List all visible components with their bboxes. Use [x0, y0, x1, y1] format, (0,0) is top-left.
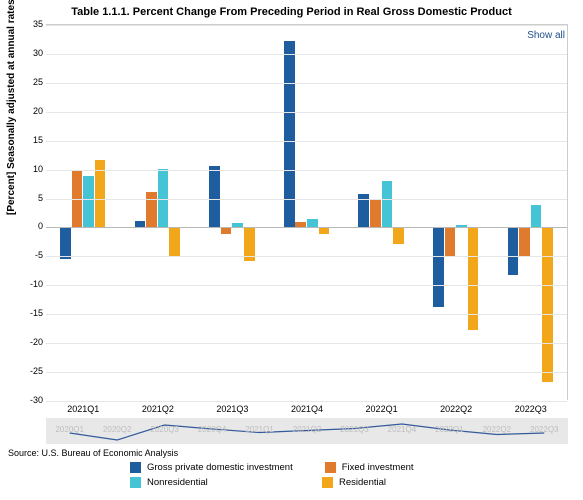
- navigator-label: 2021Q2: [293, 425, 321, 434]
- range-navigator[interactable]: 2020Q1 2020Q2 2020Q3 2020Q4 2021Q1 2021Q2 2021…: [46, 418, 568, 444]
- legend-label: Residential: [339, 477, 386, 488]
- grid-line: [46, 285, 567, 286]
- zero-line: [46, 227, 567, 228]
- bar[interactable]: [382, 181, 393, 228]
- bar[interactable]: [445, 227, 456, 257]
- grid-line: [46, 170, 567, 171]
- navigator-label: 2020Q4: [198, 425, 226, 434]
- legend-label: Fixed investment: [342, 462, 414, 473]
- legend: Gross private domestic investment Fixed i…: [130, 462, 570, 488]
- legend-item[interactable]: Nonresidential: [130, 477, 290, 488]
- y-tick-label: 20: [23, 106, 43, 116]
- grid-line: [46, 141, 567, 142]
- x-tick-label: 2021Q2: [142, 404, 174, 414]
- x-tick-label: 2021Q4: [291, 404, 323, 414]
- y-tick-label: 10: [23, 164, 43, 174]
- grid-line: [46, 372, 567, 373]
- navigator-label: 2021Q3: [340, 425, 368, 434]
- legend-swatch: [325, 462, 336, 473]
- bar[interactable]: [531, 205, 542, 228]
- y-tick-label: 0: [23, 221, 43, 231]
- grid-line: [46, 256, 567, 257]
- y-tick-label: -15: [23, 308, 43, 318]
- grid-line: [46, 343, 567, 344]
- legend-swatch: [322, 477, 333, 488]
- bar[interactable]: [542, 227, 553, 382]
- navigator-label: 2020Q2: [103, 425, 131, 434]
- grid-line: [46, 199, 567, 200]
- legend-swatch: [130, 477, 141, 488]
- legend-item[interactable]: Residential: [322, 477, 482, 488]
- gdp-chart-container: Table 1.1.1. Percent Change From Precedi…: [0, 0, 583, 500]
- y-tick-label: -5: [23, 250, 43, 260]
- grid-line: [46, 401, 567, 402]
- chart-title: Table 1.1.1. Percent Change From Precedi…: [0, 6, 583, 18]
- x-tick-label: 2021Q1: [67, 404, 99, 414]
- grid-line: [46, 112, 567, 113]
- bar[interactable]: [146, 192, 157, 228]
- bar[interactable]: [508, 227, 519, 275]
- y-tick-label: 30: [23, 48, 43, 58]
- navigator-label: 2022Q2: [483, 425, 511, 434]
- legend-item[interactable]: Fixed investment: [325, 462, 485, 473]
- y-tick-label: 25: [23, 77, 43, 87]
- y-axis-title: [Percent] Seasonally adjusted at annual …: [6, 0, 17, 215]
- grid-line: [46, 54, 567, 55]
- legend-label: Nonresidential: [147, 477, 208, 488]
- bar[interactable]: [433, 227, 444, 307]
- bar[interactable]: [209, 166, 220, 227]
- legend-label: Gross private domestic investment: [147, 462, 293, 473]
- navigator-label: 2021Q4: [388, 425, 416, 434]
- bar[interactable]: [60, 227, 71, 258]
- y-tick-label: -20: [23, 337, 43, 347]
- bar[interactable]: [169, 227, 180, 256]
- grid-line: [46, 83, 567, 84]
- navigator-label: 2020Q1: [55, 425, 83, 434]
- plot-area: [46, 24, 568, 400]
- x-tick-label: 2021Q3: [216, 404, 248, 414]
- bar[interactable]: [370, 199, 381, 227]
- x-tick-label: 2022Q2: [440, 404, 472, 414]
- bar[interactable]: [83, 176, 94, 227]
- y-tick-label: 15: [23, 135, 43, 145]
- bar[interactable]: [393, 227, 404, 243]
- legend-item[interactable]: Gross private domestic investment: [130, 462, 293, 473]
- bar[interactable]: [519, 227, 530, 256]
- legend-swatch: [130, 462, 141, 473]
- y-tick-label: 5: [23, 193, 43, 203]
- y-tick-label: 35: [23, 19, 43, 29]
- x-tick-label: 2022Q3: [515, 404, 547, 414]
- navigator-label: 2022Q1: [435, 425, 463, 434]
- grid-line: [46, 25, 567, 26]
- navigator-label: 2020Q3: [150, 425, 178, 434]
- navigator-label: 2021Q1: [245, 425, 273, 434]
- y-tick-label: -25: [23, 366, 43, 376]
- bar[interactable]: [307, 219, 318, 227]
- y-tick-label: -10: [23, 279, 43, 289]
- x-tick-label: 2022Q1: [366, 404, 398, 414]
- grid-line: [46, 314, 567, 315]
- source-attribution: Source: U.S. Bureau of Economic Analysis: [8, 448, 178, 458]
- y-tick-label: -30: [23, 395, 43, 405]
- navigator-label: 2022Q3: [530, 425, 558, 434]
